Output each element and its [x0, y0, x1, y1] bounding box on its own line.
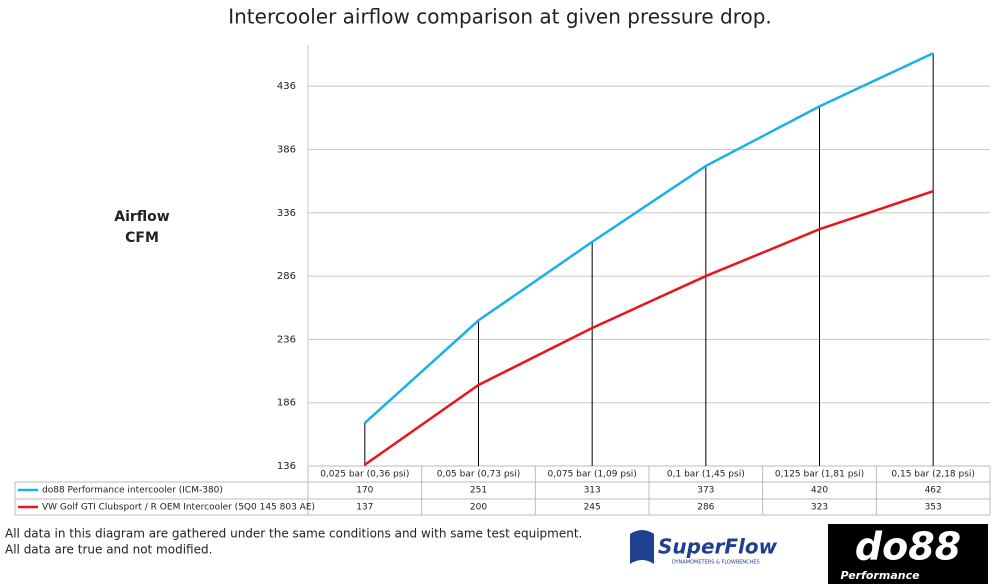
y-tick-label: 436	[277, 81, 296, 92]
table-value: 313	[584, 486, 601, 496]
logo-tagline: DYNAMOMETERS & FLOWBENCHES	[672, 560, 760, 566]
table-value: 200	[470, 503, 487, 513]
table-value: 373	[697, 486, 714, 496]
logo-tagline: Performance	[840, 569, 920, 582]
x-tick-label: 0,025 bar (0,36 psi)	[320, 470, 409, 480]
x-tick-label: 0,1 bar (1,45 psi)	[667, 470, 745, 480]
table-value: 251	[470, 486, 487, 496]
table-value: 245	[584, 503, 601, 513]
table-value: 323	[811, 503, 828, 513]
y-tick-label: 336	[277, 208, 296, 219]
y-axis-label: CFM	[125, 230, 159, 246]
logo-text: SuperFlow	[658, 535, 778, 559]
footnote: All data in this diagram are gathered un…	[5, 527, 582, 541]
y-tick-label: 286	[277, 271, 296, 282]
y-tick-label: 236	[277, 334, 296, 345]
logo-text: do88	[855, 525, 961, 569]
logo-box	[828, 524, 988, 584]
chart-title: Intercooler airflow comparison at given …	[228, 5, 772, 29]
y-tick-label: 136	[277, 461, 296, 472]
do88-logo: do88 Performance	[828, 524, 988, 584]
footnote: All data are true and not modified.	[5, 543, 212, 557]
x-tick-label: 0,075 bar (1,09 psi)	[548, 470, 637, 480]
x-tick-label: 0,125 bar (1,81 psi)	[775, 470, 864, 480]
table-value: 462	[925, 486, 942, 496]
x-tick-label: 0,15 bar (2,18 psi)	[891, 470, 975, 480]
y-axis-label: Airflow	[114, 209, 170, 225]
table-value: 137	[356, 503, 373, 513]
x-tick-label: 0,05 bar (0,73 psi)	[437, 470, 521, 480]
table-value: 420	[811, 486, 828, 496]
logo-shape	[630, 530, 654, 564]
y-tick-label: 186	[277, 398, 296, 409]
series-line	[363, 52, 934, 424]
table-value: 353	[925, 503, 942, 513]
table-value: 286	[697, 503, 714, 513]
series-line	[364, 190, 934, 466]
legend-label: VW Golf GTI Clubsport / R OEM Intercoole…	[42, 503, 315, 513]
y-tick-label: 386	[277, 144, 296, 155]
superflow-logo: SuperFlow DYNAMOMETERS & FLOWBENCHES	[630, 530, 778, 566]
table-value: 170	[356, 486, 373, 496]
legend-label: do88 Performance intercooler (ICM-380)	[42, 486, 223, 496]
